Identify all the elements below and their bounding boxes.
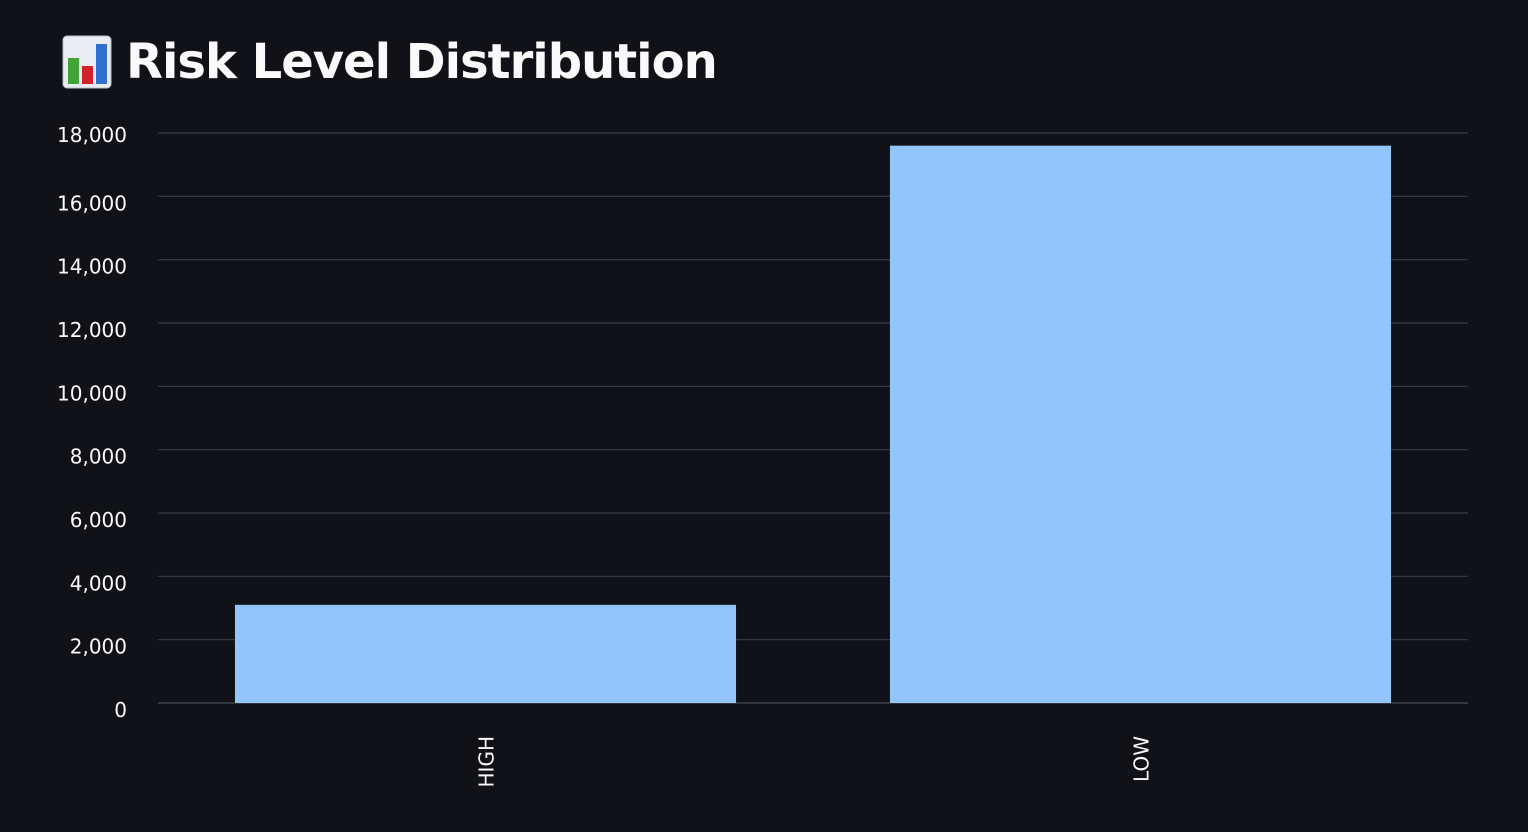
bar-low[interactable] — [889, 145, 1392, 703]
x-tick-label: HIGH — [475, 736, 499, 787]
y-tick-label: 10,000 — [57, 381, 127, 405]
y-tick-label: 0 — [114, 698, 127, 722]
bar-high[interactable] — [234, 604, 737, 703]
y-tick-label: 8,000 — [70, 445, 127, 469]
y-tick-label: 4,000 — [70, 571, 127, 595]
bars — [234, 145, 1392, 703]
chart-title: Risk Level Distribution — [126, 34, 718, 90]
x-tick-label: LOW — [1130, 736, 1154, 782]
y-tick-label: 14,000 — [57, 255, 127, 279]
bar-chart-emoji-icon — [62, 35, 112, 89]
y-tick-label: 6,000 — [70, 508, 127, 532]
y-tick-label: 2,000 — [70, 635, 127, 659]
y-tick-label: 16,000 — [57, 191, 127, 215]
chart-header: Risk Level Distribution — [62, 30, 718, 94]
y-axis-tick-labels: 0 2,000 4,000 6,000 8,000 10,000 12,000 14,000 1… — [57, 123, 127, 722]
y-tick-label: 12,000 — [57, 318, 127, 342]
y-tick-label: 18,000 — [57, 123, 127, 147]
x-axis-tick-labels: HIGH LOW — [475, 736, 1154, 788]
